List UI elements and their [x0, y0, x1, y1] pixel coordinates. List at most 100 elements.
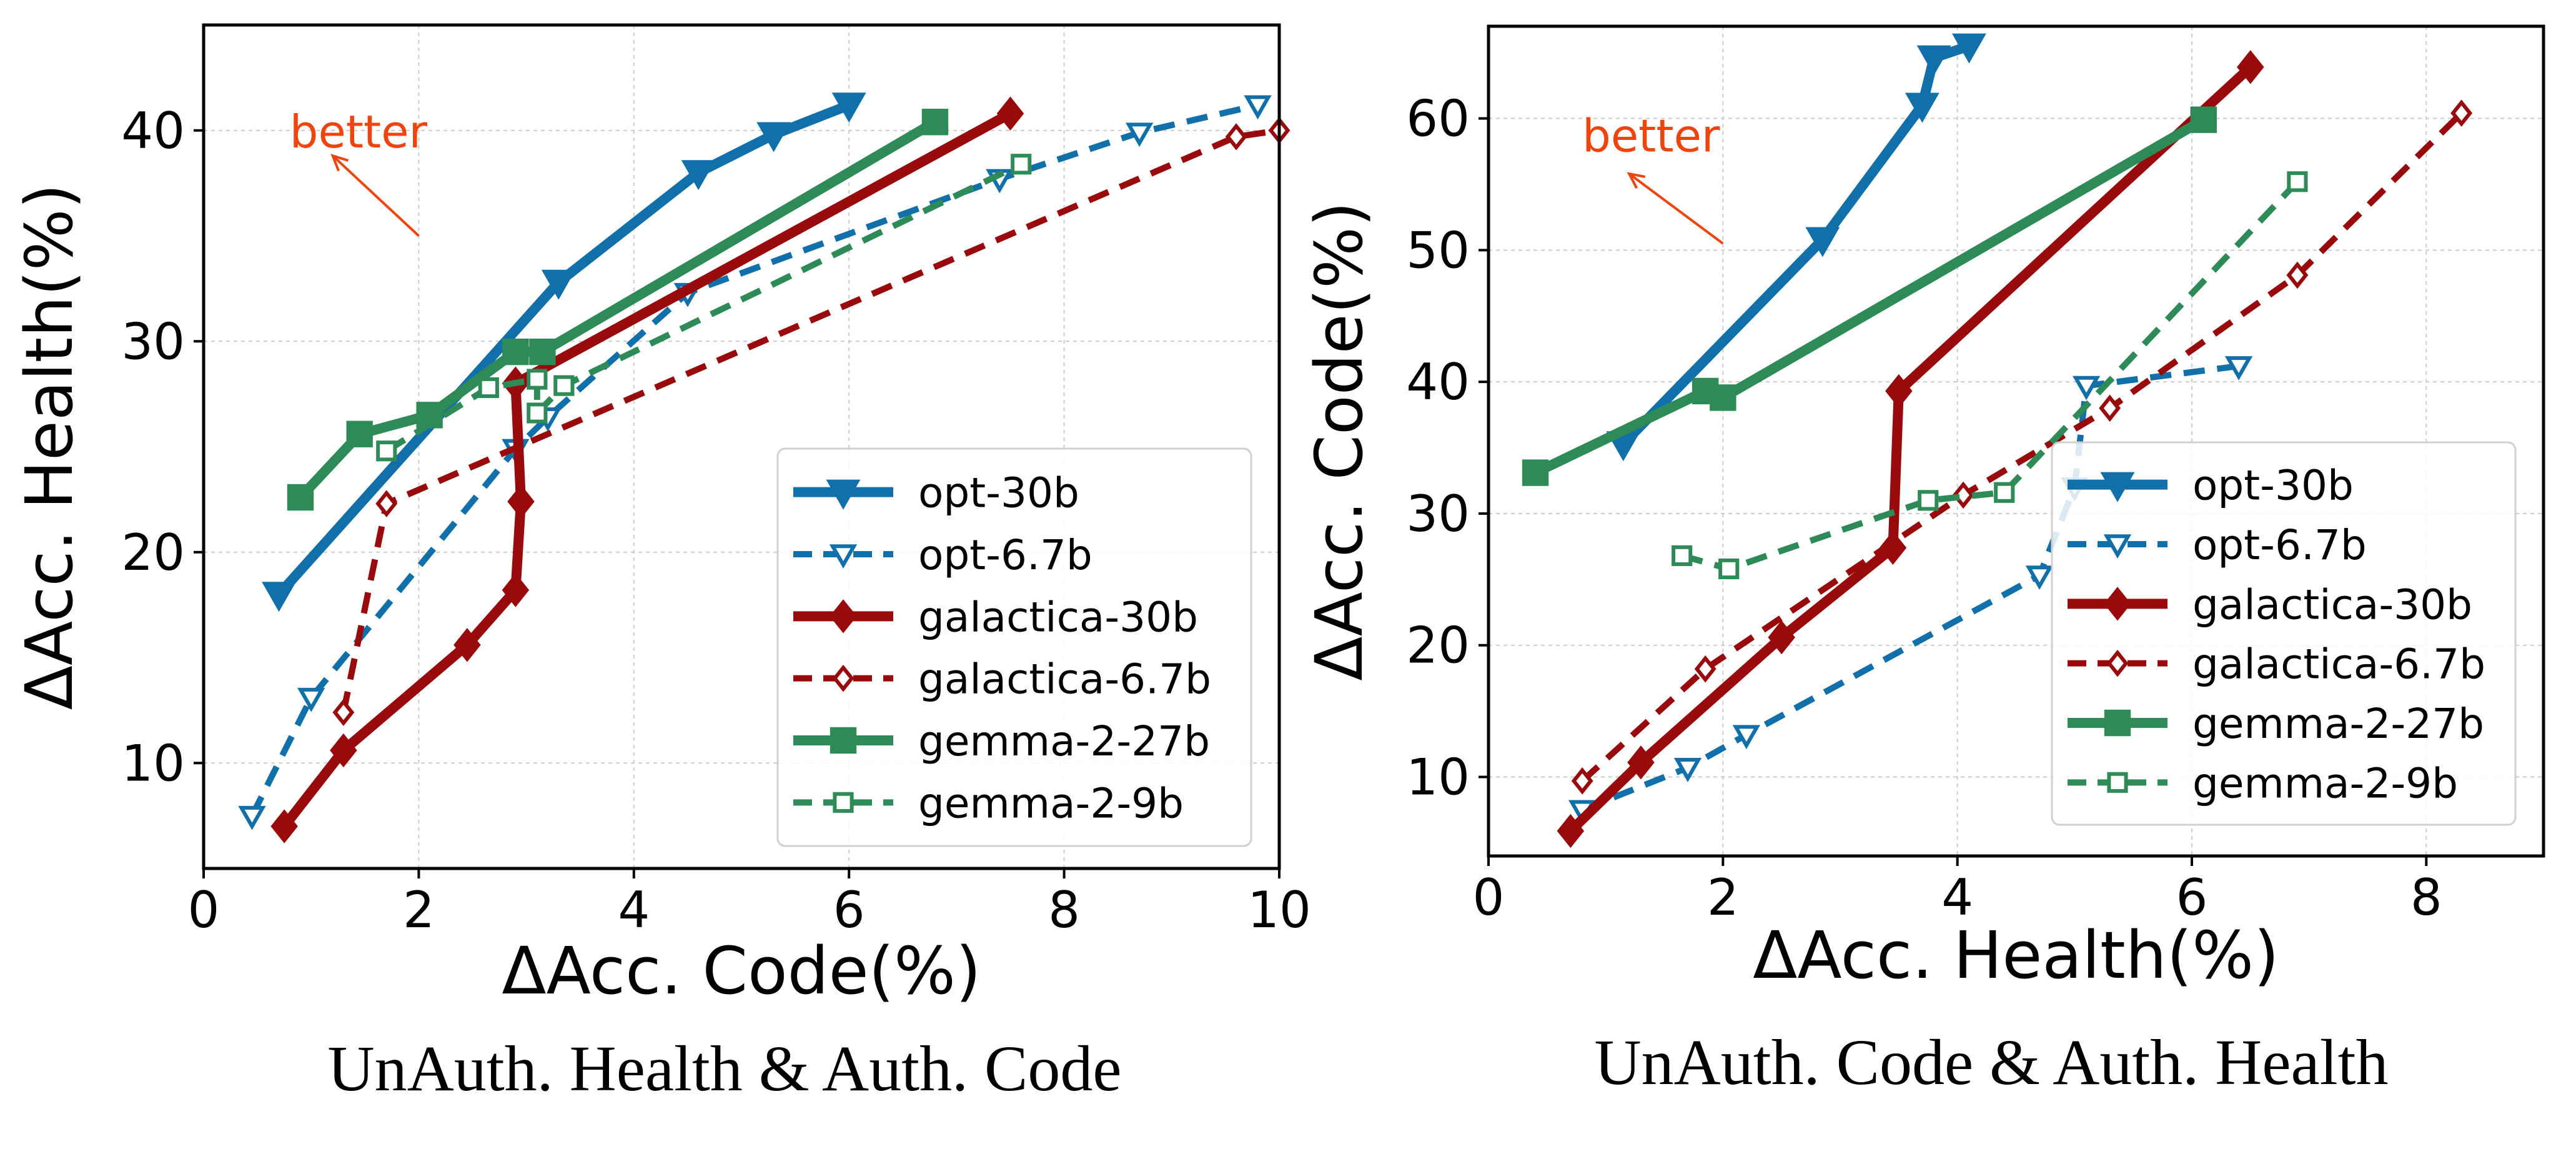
legend-label: galactica-30b — [918, 593, 1198, 641]
x-axis-label: ΔAcc. Health(%) — [1753, 917, 2279, 993]
y-tick-label: 20 — [1406, 617, 1470, 675]
data-point — [1718, 558, 1740, 580]
data-point — [2099, 394, 2121, 422]
data-point — [2072, 376, 2101, 400]
data-point — [1732, 725, 1761, 750]
data-point — [1994, 482, 2015, 503]
data-point — [330, 733, 357, 768]
legend-label: galactica-30b — [2192, 580, 2472, 629]
legend-label: galactica-6.7b — [918, 655, 1211, 704]
data-point — [238, 805, 266, 830]
data-point — [527, 369, 548, 390]
data-point — [502, 573, 530, 607]
x-tick-label: 6 — [833, 881, 865, 939]
legend-label: galactica-6.7b — [2192, 640, 2485, 689]
data-point — [996, 96, 1024, 131]
legend-marker — [829, 544, 858, 569]
legend-item: opt-6.7b — [2068, 521, 2367, 569]
x-tick-label: 4 — [1941, 868, 1973, 927]
series-gemma-2-27b — [287, 109, 949, 511]
data-point — [1125, 122, 1154, 147]
data-point — [1768, 620, 1795, 655]
data-point — [527, 402, 548, 424]
plot-frame — [1487, 24, 2545, 858]
data-point — [1952, 481, 1974, 509]
data-point — [2450, 99, 2473, 127]
legend-item: opt-30b — [2068, 462, 2354, 510]
chart-left: 0 2 4 6 8 10 10 20 30 40 ΔAcc. Code(%) ΔAcc. Health… — [11, 23, 1311, 1009]
data-point — [453, 628, 481, 662]
data-point — [375, 490, 398, 517]
legend-label: gemma-2-9b — [2192, 759, 2458, 807]
data-point — [2224, 356, 2253, 381]
legend-marker — [830, 599, 857, 634]
data-point — [553, 375, 575, 396]
legend-label: gemma-2-27b — [2192, 700, 2484, 748]
better-arrow-head — [1627, 172, 1646, 189]
series-line — [385, 161, 1023, 454]
data-point — [346, 420, 373, 447]
legend-item: galactica-6.7b — [793, 655, 1211, 704]
legend-marker — [2103, 534, 2132, 559]
series-line — [249, 102, 1259, 817]
data-point — [1885, 374, 1913, 409]
series-galactica-30b — [1557, 50, 2264, 848]
better-annotation: better — [1582, 109, 1720, 162]
y-tick-label: 20 — [121, 524, 185, 582]
legend-label: opt-6.7b — [2192, 521, 2367, 569]
legend-marker — [2107, 772, 2128, 793]
better-arrow-head — [330, 154, 349, 172]
data-point — [376, 440, 397, 462]
better-arrow — [332, 154, 420, 237]
series-gemma-2-9b — [376, 154, 1032, 462]
series-gemma-2-27b — [1522, 106, 2217, 486]
legend-marker — [2100, 472, 2135, 502]
legend-marker — [832, 664, 855, 692]
y-axis-label: ΔAcc. Health(%) — [11, 184, 87, 710]
data-point — [529, 338, 556, 366]
x-tick-label: 2 — [1707, 868, 1739, 927]
y-tick-label: 30 — [1406, 485, 1470, 543]
legend-label: opt-30b — [918, 469, 1079, 517]
data-point — [1672, 545, 1693, 566]
x-tick-label: 2 — [403, 881, 435, 939]
legend-box — [2051, 441, 2517, 826]
legend-label: gemma-2-9b — [918, 779, 1184, 827]
series-line — [1681, 179, 2300, 572]
series-line — [1565, 62, 2256, 836]
data-point — [1522, 459, 1549, 486]
data-point — [1905, 92, 1939, 123]
data-point — [2025, 565, 2054, 590]
series-opt-30b — [1606, 33, 1986, 462]
chart-right: 0 2 4 6 8 10 20 30 40 50 60 ΔAcc. Health(%) ΔAcc. Co… — [1301, 24, 2545, 993]
data-point — [1011, 154, 1032, 175]
legend-marker — [830, 727, 857, 754]
legend: opt-30b opt-6.7b galactica-30b galactica-6.… — [776, 447, 1252, 847]
data-point — [2287, 171, 2308, 192]
data-point — [1918, 490, 1939, 511]
data-point — [921, 109, 949, 136]
x-axis-label: ΔAcc. Code(%) — [502, 933, 981, 1009]
legend-item: opt-30b — [793, 469, 1079, 517]
legend-marker — [2106, 649, 2129, 677]
y-tick-label: 10 — [1406, 749, 1470, 807]
x-tick-label: 4 — [618, 881, 650, 939]
data-point — [1805, 227, 1840, 257]
data-point — [1879, 530, 1907, 565]
series-gemma-2-9b — [1672, 171, 2308, 580]
data-point — [287, 484, 314, 511]
legend-item: gemma-2-9b — [793, 779, 1184, 827]
data-point — [297, 687, 325, 712]
data-point — [332, 699, 355, 727]
legend-item: galactica-6.7b — [2068, 640, 2485, 689]
data-point — [478, 377, 499, 399]
series-line — [340, 127, 1280, 714]
data-point — [262, 582, 296, 612]
data-point — [507, 484, 535, 519]
data-point — [502, 338, 529, 366]
data-point — [1916, 45, 1951, 76]
legend-label: gemma-2-27b — [918, 717, 1210, 765]
legend-item: gemma-2-9b — [2068, 759, 2458, 807]
data-point — [1673, 758, 1702, 782]
y-tick-label: 50 — [1406, 221, 1470, 279]
